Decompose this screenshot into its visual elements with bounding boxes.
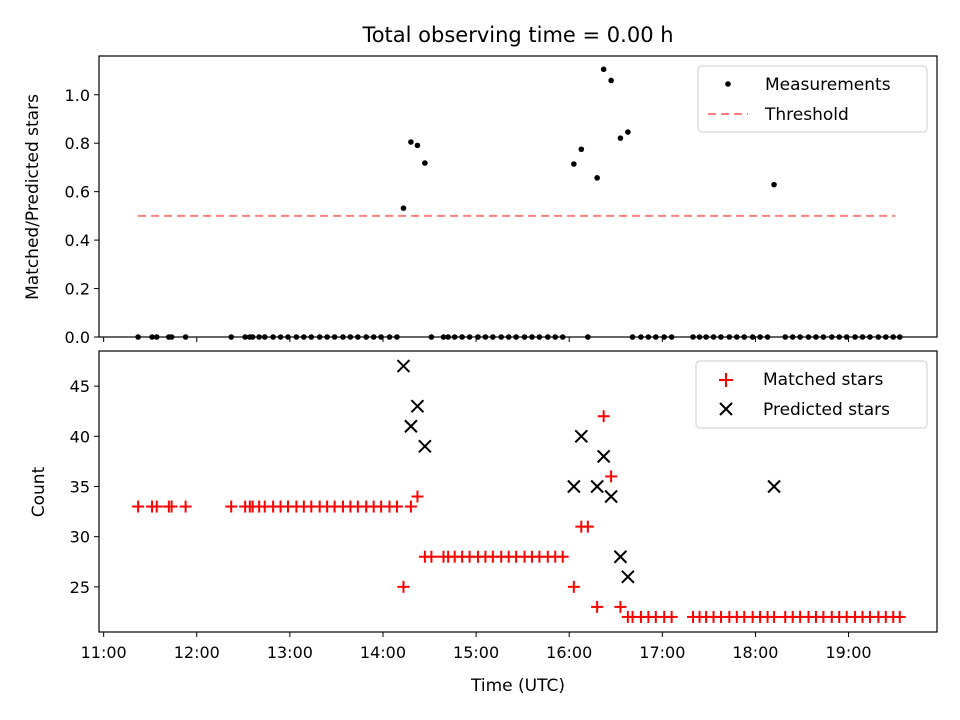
legend-dot-icon xyxy=(725,81,731,87)
predicted-star-marker xyxy=(621,570,635,584)
measurement-point xyxy=(771,181,777,188)
y-tick-label: 25 xyxy=(70,578,90,597)
x-tick-label: 13:00 xyxy=(267,643,313,662)
matched-star-marker xyxy=(567,580,580,593)
matched-star-marker xyxy=(390,500,403,513)
y-tick-label: 1.0 xyxy=(65,86,90,105)
predicted-star-marker xyxy=(396,359,411,373)
matched-star-marker xyxy=(581,520,594,533)
bottom-axes-frame xyxy=(98,350,938,633)
matched-star-marker xyxy=(150,500,163,513)
matched-star-marker xyxy=(614,600,627,613)
matched-star-marker xyxy=(225,500,238,513)
x-tick-label: 16:00 xyxy=(546,643,592,662)
measurement-point xyxy=(617,135,624,141)
matched-star-marker xyxy=(597,410,610,423)
legend-plus-icon xyxy=(719,373,733,387)
matched-star-marker xyxy=(605,470,618,483)
predicted-star-marker xyxy=(604,489,618,504)
x-tick-label: 15:00 xyxy=(453,643,499,662)
predicted-star-marker xyxy=(596,449,611,464)
predicted-star-marker xyxy=(410,399,425,413)
matched-star-marker xyxy=(165,500,178,513)
matched-star-marker xyxy=(893,610,906,623)
y-tick-label: 35 xyxy=(70,477,90,496)
matched-star-marker xyxy=(556,550,569,563)
measurement-point xyxy=(600,66,607,73)
measurement-point xyxy=(414,142,421,149)
legend-label-matched-stars: Matched stars xyxy=(763,370,883,390)
x-tick-label: 14:00 xyxy=(360,643,406,662)
predicted-star-marker xyxy=(418,439,432,454)
y-tick-label: 0.8 xyxy=(65,134,90,153)
legend-label-predicted-stars: Predicted stars xyxy=(763,400,890,420)
y-tick-label: 0.0 xyxy=(65,328,90,347)
legend-label-threshold: Threshold xyxy=(764,105,849,125)
matched-star-marker xyxy=(665,610,678,623)
predicted-star-marker xyxy=(574,429,589,444)
matched-star-marker xyxy=(179,500,192,513)
measurement-point xyxy=(400,205,407,211)
legend-label-measurements: Measurements xyxy=(765,75,891,95)
predicted-star-marker xyxy=(404,419,418,433)
measurement-point xyxy=(422,160,428,166)
predicted-star-marker xyxy=(567,479,581,494)
measurement-point xyxy=(625,129,631,135)
legend-x-icon xyxy=(719,402,733,416)
x-axis-label: Time (UTC) xyxy=(470,676,565,696)
top-y-axis-label: Matched/Predicted stars xyxy=(23,94,43,300)
measurement-point xyxy=(578,146,585,153)
matched-star-marker xyxy=(404,500,417,513)
y-tick-label: 45 xyxy=(70,377,90,396)
top-axes-frame xyxy=(98,55,938,338)
x-tick-label: 11:00 xyxy=(81,643,127,662)
predicted-star-marker xyxy=(590,479,604,494)
matched-star-marker xyxy=(591,600,604,613)
measurement-point xyxy=(608,77,614,84)
top-plot-area: 0.0 0.2 0.4 0.6 0.8 1.0 xyxy=(65,55,938,347)
y-tick-label: 40 xyxy=(70,427,90,446)
bottom-legend: Matched stars Predicted stars xyxy=(695,360,928,429)
measurement-point xyxy=(408,139,414,145)
matched-star-marker xyxy=(768,610,781,623)
x-tick-label: 19:00 xyxy=(825,643,871,662)
x-tick-label: 18:00 xyxy=(732,643,778,662)
y-tick-label: 0.4 xyxy=(65,231,90,250)
matched-star-marker xyxy=(425,550,438,563)
bottom-y-axis-label: Count xyxy=(29,466,49,517)
y-tick-label: 0.2 xyxy=(65,280,90,299)
matched-star-marker xyxy=(397,580,410,593)
y-tick-label: 30 xyxy=(70,528,90,547)
x-tick-label: 12:00 xyxy=(174,643,220,662)
measurement-point xyxy=(594,175,600,181)
top-legend: Measurements Threshold xyxy=(697,65,928,133)
predicted-star-marker xyxy=(767,479,781,494)
x-tick-label: 17:00 xyxy=(639,643,685,662)
measurement-point xyxy=(571,161,577,167)
chart-title: Total observing time = 0.00 h xyxy=(361,23,673,47)
bottom-plot-area: 25 30 35 40 45 11:00 12:00 13:00 14:00 15:00 16:0… xyxy=(70,350,938,662)
matched-star-marker xyxy=(132,500,145,513)
predicted-star-marker xyxy=(613,550,628,564)
y-tick-label: 0.6 xyxy=(65,183,90,202)
matched-star-marker xyxy=(411,490,424,503)
